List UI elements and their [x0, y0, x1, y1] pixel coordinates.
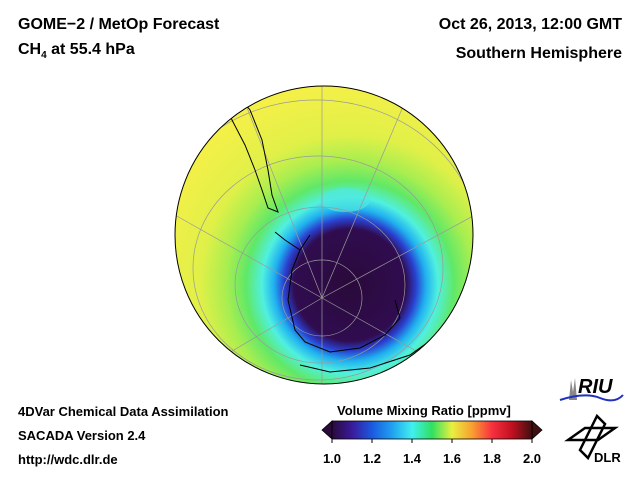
ch4-field [175, 86, 473, 384]
globe-outline [174, 85, 474, 385]
colorbar-title: Volume Mixing Ratio [ppmv] [337, 403, 511, 418]
dlr-logo-text: DLR [594, 450, 621, 465]
footer-line-assimilation: 4DVar Chemical Data Assimilation [18, 404, 229, 419]
species-subscript: 4 [41, 50, 47, 62]
colorbar-tick-label: 2.0 [522, 451, 542, 466]
footer-line-version: SACADA Version 2.4 [18, 428, 146, 443]
colorbar-tick-label: 1.8 [482, 451, 502, 466]
product-title: GOME−2 / MetOp Forecast [18, 16, 220, 33]
colorbar-tick-label: 1.0 [322, 451, 342, 466]
colorbar-max-arrow [531, 420, 543, 440]
pressure-level: at 55.4 hPa [46, 41, 135, 58]
colorbar-tick-label: 1.2 [362, 451, 382, 466]
hemisphere-label: Southern Hemisphere [455, 45, 622, 62]
species-level: CH4 at 55.4 hPa [18, 41, 135, 61]
colorbar-ticks [331, 439, 533, 443]
colorbar-tick-label: 1.4 [402, 451, 422, 466]
dlr-logo [564, 413, 619, 461]
colorbar-min-arrow [321, 420, 333, 440]
riu-logo [559, 378, 624, 402]
colorbar-tick-label: 1.6 [442, 451, 462, 466]
colorbar [331, 420, 533, 440]
riu-logo-text: RIU [578, 376, 613, 398]
footer-url-link[interactable]: http://wdc.dlr.de [18, 452, 118, 467]
species: CH [18, 41, 42, 58]
forecast-date: Oct 26, 2013, 12:00 GMT [438, 16, 622, 33]
